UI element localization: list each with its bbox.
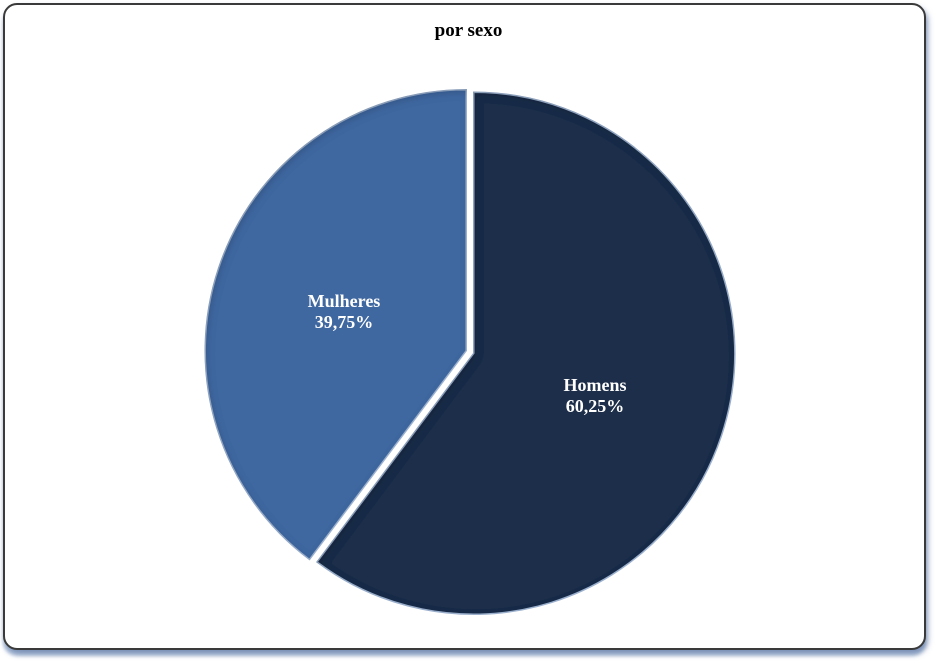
slice-label-mulheres: Mulheres 39,75% xyxy=(308,291,381,332)
slice-label-homens: Homens 60,25% xyxy=(564,375,627,416)
chart-title: por sexo xyxy=(434,20,503,41)
pie-slice-homens xyxy=(316,91,736,615)
pie-slice-mulheres xyxy=(204,88,467,561)
